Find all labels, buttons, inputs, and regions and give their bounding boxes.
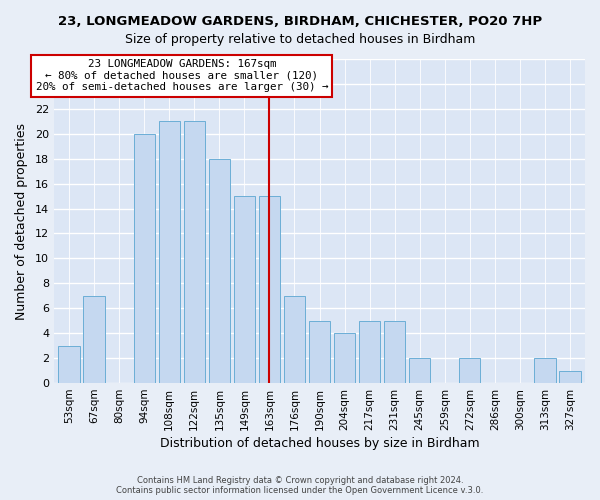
Bar: [158, 122, 180, 383]
Bar: [58, 346, 80, 383]
Bar: [334, 333, 355, 383]
Text: Size of property relative to detached houses in Birdham: Size of property relative to detached ho…: [125, 32, 475, 46]
Bar: [259, 196, 280, 383]
X-axis label: Distribution of detached houses by size in Birdham: Distribution of detached houses by size …: [160, 437, 479, 450]
Bar: [209, 158, 230, 383]
Bar: [184, 122, 205, 383]
Bar: [384, 320, 406, 383]
Bar: [459, 358, 481, 383]
Bar: [359, 320, 380, 383]
Bar: [234, 196, 255, 383]
Bar: [284, 296, 305, 383]
Bar: [559, 370, 581, 383]
Text: 23 LONGMEADOW GARDENS: 167sqm
← 80% of detached houses are smaller (120)
20% of : 23 LONGMEADOW GARDENS: 167sqm ← 80% of d…: [35, 59, 328, 92]
Y-axis label: Number of detached properties: Number of detached properties: [15, 122, 28, 320]
Text: Contains HM Land Registry data © Crown copyright and database right 2024.
Contai: Contains HM Land Registry data © Crown c…: [116, 476, 484, 495]
Text: 23, LONGMEADOW GARDENS, BIRDHAM, CHICHESTER, PO20 7HP: 23, LONGMEADOW GARDENS, BIRDHAM, CHICHES…: [58, 15, 542, 28]
Bar: [534, 358, 556, 383]
Bar: [134, 134, 155, 383]
Bar: [309, 320, 330, 383]
Bar: [83, 296, 105, 383]
Bar: [409, 358, 430, 383]
